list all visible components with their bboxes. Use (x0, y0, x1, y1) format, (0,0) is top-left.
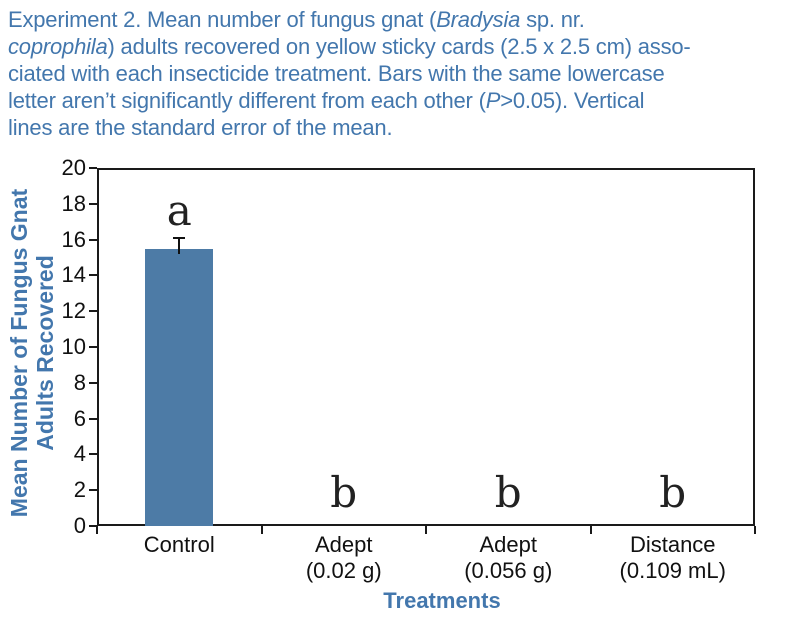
caption-line-3: ciated with each insecticide treatment. … (8, 60, 786, 87)
x-category-label: Distance (0.109 mL) (588, 532, 758, 584)
caption-text: lines are the standard error of the mean… (8, 115, 393, 140)
x-category-label-line: (0.02 g) (305, 558, 382, 583)
y-tick-label: 14 (61, 262, 86, 288)
caption-italic-text: Bradysia (436, 7, 521, 32)
x-category-label-line: (0.109 mL) (619, 558, 726, 583)
caption-italic-text: coprophila (8, 34, 108, 59)
y-tick-mark (89, 346, 97, 348)
error-bar (178, 237, 181, 254)
significance-letter: b (659, 468, 687, 517)
x-axis-title: Treatments (383, 588, 501, 613)
x-category-label-line: Control (143, 532, 215, 557)
caption-italic-text: P (485, 88, 501, 113)
caption-text: ) adults recovered on yellow sticky card… (107, 34, 691, 59)
significance-letter: b (494, 468, 522, 517)
x-tick-mark (754, 526, 756, 534)
x-category-label: Adept (0.056 g) (423, 532, 593, 584)
x-category-label: Adept (0.02 g) (259, 532, 429, 584)
y-tick-label: 12 (61, 298, 86, 324)
y-axis-title-line1: Mean Number of Fungus Gnat (6, 188, 32, 518)
x-category-label-line: Adept (315, 532, 373, 557)
caption-line-5: lines are the standard error of the mean… (8, 114, 786, 141)
bar-control (145, 248, 214, 526)
caption-line-1: Experiment 2. Mean number of fungus gnat… (8, 6, 786, 33)
y-tick-label: 16 (61, 226, 86, 252)
y-tick-mark (89, 310, 97, 313)
y-tick-mark (89, 381, 97, 384)
significance-letter: b (330, 468, 358, 517)
x-category-label-line: Distance (629, 532, 716, 557)
x-category-label-line: Adept (479, 532, 538, 557)
y-tick-label: 8 (73, 369, 86, 395)
figure-caption: Experiment 2. Mean number of fungus gnat… (8, 6, 786, 141)
x-tick-mark (260, 526, 263, 534)
caption-text: sp. nr. (520, 7, 585, 32)
y-tick-label: 20 (61, 155, 86, 180)
caption-text: ciated with each insecticide treatment. … (8, 61, 665, 86)
x-category-label-line: (0.056 g) (464, 558, 553, 583)
significance-letter: a (166, 185, 192, 235)
y-tick-mark (89, 167, 97, 169)
y-tick-mark (89, 417, 97, 420)
y-tick-label: 0 (73, 513, 86, 538)
y-tick-mark (89, 202, 97, 205)
error-bar-cap (173, 236, 186, 239)
caption-line-4: letter aren’t significantly different fr… (8, 87, 786, 114)
y-tick-label: 18 (61, 190, 86, 216)
y-tick-label: 4 (73, 441, 86, 467)
y-tick-label: 6 (73, 405, 86, 431)
y-tick-mark (89, 525, 97, 527)
caption-text: Experiment 2. Mean number of fungus gnat… (8, 7, 437, 32)
x-tick-mark (425, 526, 427, 534)
y-tick-label: 10 (61, 334, 86, 359)
x-tick-mark (96, 526, 98, 534)
x-tick-mark (589, 526, 592, 534)
caption-text: letter aren’t significantly different fr… (8, 88, 486, 113)
y-tick-mark (89, 238, 97, 241)
caption-line-2: coprophila) adults recovered on yellow s… (8, 33, 786, 60)
y-tick-label: 2 (73, 477, 86, 503)
x-category-label: Control (94, 532, 264, 558)
y-tick-mark (89, 489, 97, 492)
caption-text: >0.05). Vertical (500, 88, 645, 113)
y-tick-mark (89, 274, 97, 277)
y-tick-mark (89, 453, 97, 456)
